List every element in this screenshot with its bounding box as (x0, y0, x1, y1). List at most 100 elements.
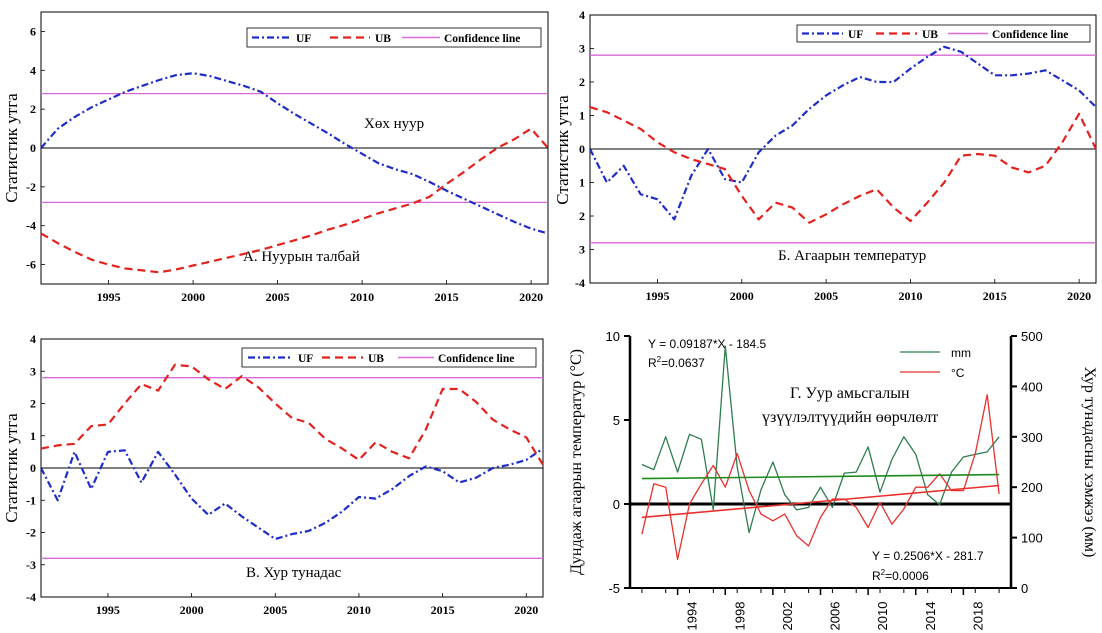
panel-d-r2-1: R2=0.0637 (648, 355, 705, 370)
panel-b-x-tick-label: 2000 (730, 289, 754, 303)
panel-d-r2-2-sup: 2 (881, 568, 886, 577)
panel-b-x-tick-label: 1995 (645, 289, 669, 303)
panel-c-precipitation: -4 -3 -2 -1 0 1 2 3 4 1995 2000 2005 2010 2015 2020 С… (2, 332, 544, 617)
panel-c-y-tick-label: 1 (30, 429, 36, 443)
panel-b-y-tick-label: 4 (579, 8, 585, 22)
panel-a-legend-box (246, 27, 542, 48)
panel-d-series-precip-mm (641, 345, 1000, 534)
panel-d-x-tick-label: 1994 (685, 602, 700, 631)
panel-c-title: В. Хур тунадас (246, 565, 342, 581)
panel-b-title: Б. Агаарын температур (778, 248, 926, 264)
panel-a-annotation-lake: Хөх нуур (364, 116, 424, 132)
panel-a-x-tick-label: 2020 (519, 290, 543, 304)
panel-a-y-tick-label: -6 (26, 258, 36, 272)
panel-c-series-uf (40, 447, 544, 541)
panel-d-y-axis-label: Дундаж агаарын температур (°C) (568, 349, 585, 575)
panel-a-y-axis-label: Статистик утга (2, 93, 21, 203)
panel-c-y-ticks: -4 -3 -2 -1 0 1 2 3 4 (26, 332, 45, 604)
panel-c-x-tick-label: 2000 (180, 603, 204, 617)
panel-d-y2-axis-label: Хур тунадасны хэмжээ (мм) (1081, 367, 1098, 558)
panel-d-left-y-ticks: -5 0 5 10 (606, 329, 630, 596)
panel-c-legend: UF UB Confidence line (241, 347, 537, 368)
panel-a-y-ticks: -6 -4 -2 0 2 4 6 (26, 24, 45, 272)
panel-d-y-tick-label: -5 (608, 581, 620, 596)
panel-c-reference-lines (41, 377, 543, 559)
panel-c-legend-ub-label: UB (368, 353, 384, 365)
panel-d-x-tick-label: 2002 (780, 602, 795, 631)
panel-d-y2-tick-label: 500 (1021, 329, 1043, 344)
panel-d-y-tick-label: 5 (613, 413, 620, 428)
panel-c-x-tick-label: 2005 (263, 603, 287, 617)
panel-b-y-tick-label: 1 (579, 109, 585, 123)
panel-b-series-uf (589, 45, 1097, 221)
panel-a-y-tick-label: 6 (30, 24, 36, 38)
panel-c-y-tick-label: -2 (26, 526, 36, 540)
panel-c-x-ticks: 1995 2000 2005 2010 2015 2020 (96, 593, 538, 617)
panel-d-x-tick-label: 2010 (875, 602, 890, 631)
panel-b-legend-ub-label: UB (922, 29, 938, 41)
panel-d-r2-2-value: =0.0006 (885, 569, 929, 583)
panel-a-x-tick-label: 2010 (350, 290, 374, 304)
panel-b-legend: UF UB Confidence line (796, 24, 1091, 43)
panel-a-y-tick-label: -2 (26, 180, 36, 194)
panel-c-y-tick-label: 4 (30, 332, 36, 346)
panel-a-x-tick-label: 1995 (97, 290, 121, 304)
panel-d-y-tick-label: 10 (606, 329, 620, 344)
panel-d-series-temp-c (641, 394, 1000, 561)
panel-b-air-temperature: -4 3 2 1 0 1 2 3 4 1995 2000 2005 2010 2015 2020 Стат… (553, 8, 1097, 303)
panel-b-y-tick-label: 2 (579, 209, 585, 223)
panel-d-equation-1: Y = 0.09187*X - 184.5 (648, 337, 767, 351)
panel-a-y-tick-label: 0 (30, 141, 36, 155)
panel-c-legend-box (241, 347, 537, 368)
panel-d-y-tick-label: 0 (613, 497, 620, 512)
panel-b-y-axis-label: Статистик утга (553, 95, 572, 205)
panel-d-r2-1-sup: 2 (657, 355, 662, 364)
panel-c-series-ub (40, 363, 544, 466)
panel-d-x-tick-label: 2014 (923, 602, 938, 631)
panel-a-series-uf (40, 72, 549, 235)
panel-b-legend-confidence-label: Confidence line (992, 29, 1068, 41)
panel-d-climate-change: -5 0 5 10 0 100 200 300 400 500 1994 1998 2002 2006… (568, 329, 1098, 630)
panel-c-series (40, 363, 544, 541)
panel-b-x-tick-label: 2005 (814, 289, 838, 303)
panel-a-x-tick-label: 2005 (266, 290, 290, 304)
panel-a-legend-uf-label: UF (296, 33, 311, 45)
panel-a-x-tick-label: 2015 (435, 290, 459, 304)
panel-b-legend-uf-label: UF (848, 29, 863, 41)
panel-d-legend-c-label: °C (951, 366, 965, 380)
panel-c-legend-uf-label: UF (298, 353, 313, 365)
panel-a-series (40, 72, 549, 274)
panel-b-y-ticks: -4 3 2 1 0 1 2 3 4 (575, 8, 594, 290)
panel-a-y-tick-label: 2 (30, 102, 36, 116)
panel-c-y-tick-label: 3 (30, 364, 36, 378)
panel-c-y-tick-label: 2 (30, 397, 36, 411)
panel-d-r2-1-prefix: R (648, 356, 657, 370)
panel-c-y-tick-label: -4 (26, 590, 36, 604)
panel-a-legend-confidence-label: Confidence line (444, 33, 520, 45)
panel-b-x-tick-label: 2020 (1067, 289, 1091, 303)
panel-c-y-tick-label: -3 (26, 558, 36, 572)
panel-d-x-tick-label: 2006 (828, 602, 843, 631)
panel-b-series-ub (589, 106, 1097, 224)
panel-a-series-ub (40, 127, 549, 274)
panel-c-x-tick-label: 2020 (514, 603, 538, 617)
panel-d-legend: mm °C (900, 346, 971, 380)
panel-b-legend-box (796, 24, 1091, 43)
panel-c-x-tick-label: 2010 (347, 603, 371, 617)
panel-d-y2-tick-label: 200 (1021, 480, 1043, 495)
panel-d-equation-2: Y = 0.2506*X - 281.7 (872, 549, 984, 563)
panel-a-title: А. Нуурын талбай (243, 249, 360, 265)
panel-d-r2-2-prefix: R (872, 569, 881, 583)
panel-b-x-tick-label: 2010 (898, 289, 922, 303)
panel-c-x-tick-label: 2015 (431, 603, 455, 617)
panel-b-y-tick-label: 3 (579, 243, 585, 257)
panel-b-x-tick-label: 2015 (983, 289, 1007, 303)
panel-d-y2-tick-label: 300 (1021, 430, 1043, 445)
panel-b-y-tick-label: 2 (579, 75, 585, 89)
panel-b-y-tick-label: 0 (579, 142, 585, 156)
panel-d-legend-mm-label: mm (951, 346, 971, 360)
panel-d-x-ticks: 1994 1998 2002 2006 2010 2014 2018 (641, 588, 1000, 631)
panel-a-y-tick-label: -4 (26, 219, 36, 233)
panel-b-y-tick-label: -4 (575, 276, 585, 290)
panel-d-y2-tick-label: 400 (1021, 379, 1043, 394)
